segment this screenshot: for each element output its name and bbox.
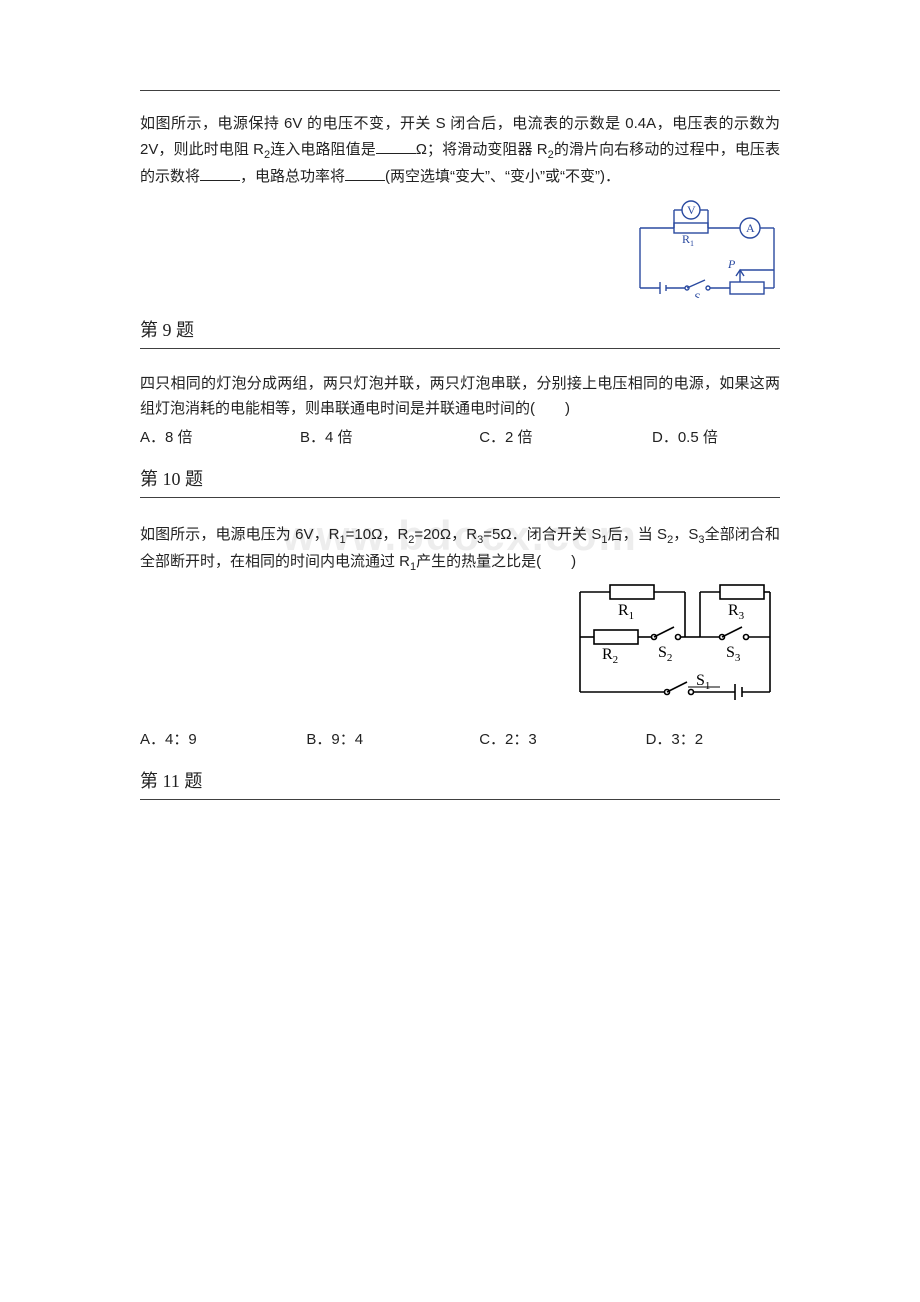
page-content: 如图所示，电源保持 6V 的电压不变，开关 S 闭合后，电流表的示数是 0.4A… bbox=[0, 0, 920, 882]
blank-2 bbox=[200, 166, 240, 181]
q10-r1-label: R1 bbox=[618, 602, 634, 622]
q10-c: =20Ω，R bbox=[414, 526, 477, 543]
q10-s2-label: S2 bbox=[658, 644, 672, 664]
heading-q10: 第 10 题 bbox=[140, 465, 780, 491]
voltmeter-label: V bbox=[687, 203, 696, 217]
switch-s-label: S bbox=[694, 290, 700, 298]
ammeter-label: A bbox=[746, 221, 755, 235]
q10-s3-label: S3 bbox=[726, 644, 741, 664]
q10-s1-label: S1 bbox=[696, 672, 710, 692]
r2-label: R2 bbox=[752, 297, 764, 298]
q8-p7: ，电路总功率将 bbox=[240, 168, 345, 185]
q10-e: 后，当 S bbox=[607, 526, 667, 543]
question-9-text: 四只相同的灯泡分成两组，两只灯泡并联，两只灯泡串联，分别接上电压相同的电源，如果… bbox=[140, 371, 780, 422]
q10-a: 如图所示，电源电压为 6V，R bbox=[140, 526, 340, 543]
r1-label: R1 bbox=[682, 232, 694, 248]
separator-q10 bbox=[140, 497, 780, 498]
q8-p8: (两空选填“变大”、“变小”或“不变”)． bbox=[385, 168, 620, 185]
q9-option-c: C．2 倍 bbox=[479, 426, 652, 447]
question-8-text: 如图所示，电源保持 6V 的电压不变，开关 S 闭合后，电流表的示数是 0.4A… bbox=[140, 111, 780, 190]
q10-circuit-diagram: R1 R3 R2 S2 S3 S1 bbox=[570, 577, 780, 707]
blank-1 bbox=[376, 139, 416, 154]
q10-option-d: D．3：2 bbox=[646, 728, 780, 749]
separator-top bbox=[140, 90, 780, 91]
slider-p-label: P bbox=[727, 257, 736, 271]
q10-h: 产生的热量之比是( ) bbox=[416, 553, 576, 570]
heading-q11: 第 11 题 bbox=[140, 767, 780, 793]
q10-option-a: A．4：9 bbox=[140, 728, 306, 749]
q10-option-c: C．2：3 bbox=[479, 728, 645, 749]
separator-q9 bbox=[140, 348, 780, 349]
q9-option-a: A．8 倍 bbox=[140, 426, 300, 447]
q8-circuit-diagram: V A R1 S P R2 bbox=[630, 198, 780, 298]
question-10-options: A．4：9 B．9：4 C．2：3 D．3：2 bbox=[140, 728, 780, 749]
q10-bottom-row: R1 R3 R2 S2 S3 S1 bbox=[140, 577, 780, 712]
separator-q11 bbox=[140, 799, 780, 800]
blank-3 bbox=[345, 166, 385, 181]
q8-p3: 连入电路阻值是 bbox=[270, 141, 376, 158]
q10-r2-label: R2 bbox=[602, 646, 618, 666]
question-10-text: 如图所示，电源电压为 6V，R1=10Ω，R2=20Ω，R3=5Ω．闭合开关 S… bbox=[140, 522, 780, 577]
q9-option-b: B．4 倍 bbox=[300, 426, 479, 447]
q10-option-b: B．9：4 bbox=[306, 728, 479, 749]
q10-b: =10Ω，R bbox=[346, 526, 409, 543]
q10-diagram-wrap: R1 R3 R2 S2 S3 S1 bbox=[570, 577, 780, 712]
q10-r3-label: R3 bbox=[728, 602, 745, 622]
q8-diagram-wrap: V A R1 S P R2 bbox=[140, 198, 780, 298]
q9-option-d: D．0.5 倍 bbox=[652, 426, 780, 447]
q10-d: =5Ω．闭合开关 S bbox=[483, 526, 601, 543]
heading-q9: 第 9 题 bbox=[140, 316, 780, 342]
q10-f: ，S bbox=[673, 526, 698, 543]
question-9-options: A．8 倍 B．4 倍 C．2 倍 D．0.5 倍 bbox=[140, 426, 780, 447]
q8-p4: Ω；将滑动变阻器 R bbox=[416, 141, 548, 158]
